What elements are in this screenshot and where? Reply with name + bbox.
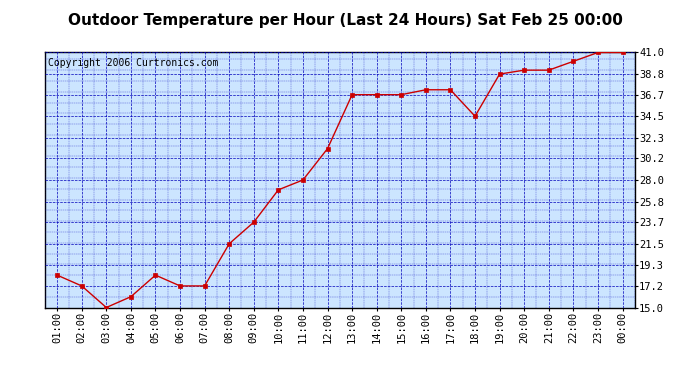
Text: Copyright 2006 Curtronics.com: Copyright 2006 Curtronics.com <box>48 58 218 68</box>
Text: Outdoor Temperature per Hour (Last 24 Hours) Sat Feb 25 00:00: Outdoor Temperature per Hour (Last 24 Ho… <box>68 13 622 28</box>
